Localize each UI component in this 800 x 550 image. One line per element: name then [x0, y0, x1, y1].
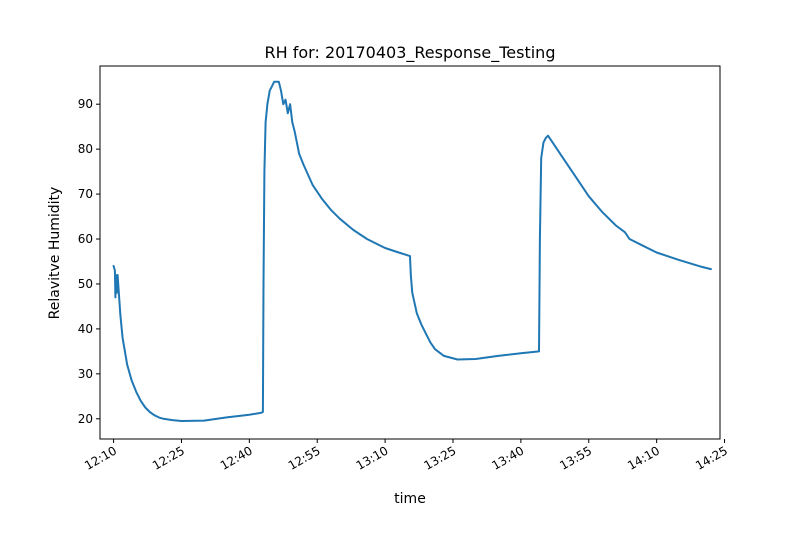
y-tick-label: 80: [78, 142, 93, 156]
y-axis-ticks: 20 30 40 50 60 70 80 90: [78, 97, 100, 426]
y-axis-label: Relavitve Humidity: [47, 187, 63, 320]
y-tick-label: 50: [78, 277, 93, 291]
y-tick-label: 20: [78, 412, 93, 426]
y-tick-label: 60: [78, 232, 93, 246]
y-tick-label: 30: [78, 367, 93, 381]
plot-area-frame: [99, 65, 721, 440]
y-tick-label: 70: [78, 187, 93, 201]
series-line-rh: [112, 80, 712, 422]
chart-title: RH for: 20170403_Response_Testing: [265, 43, 556, 63]
y-tick-label: 90: [78, 97, 93, 111]
y-tick-label: 40: [78, 322, 93, 336]
x-axis-label: time: [394, 491, 426, 507]
